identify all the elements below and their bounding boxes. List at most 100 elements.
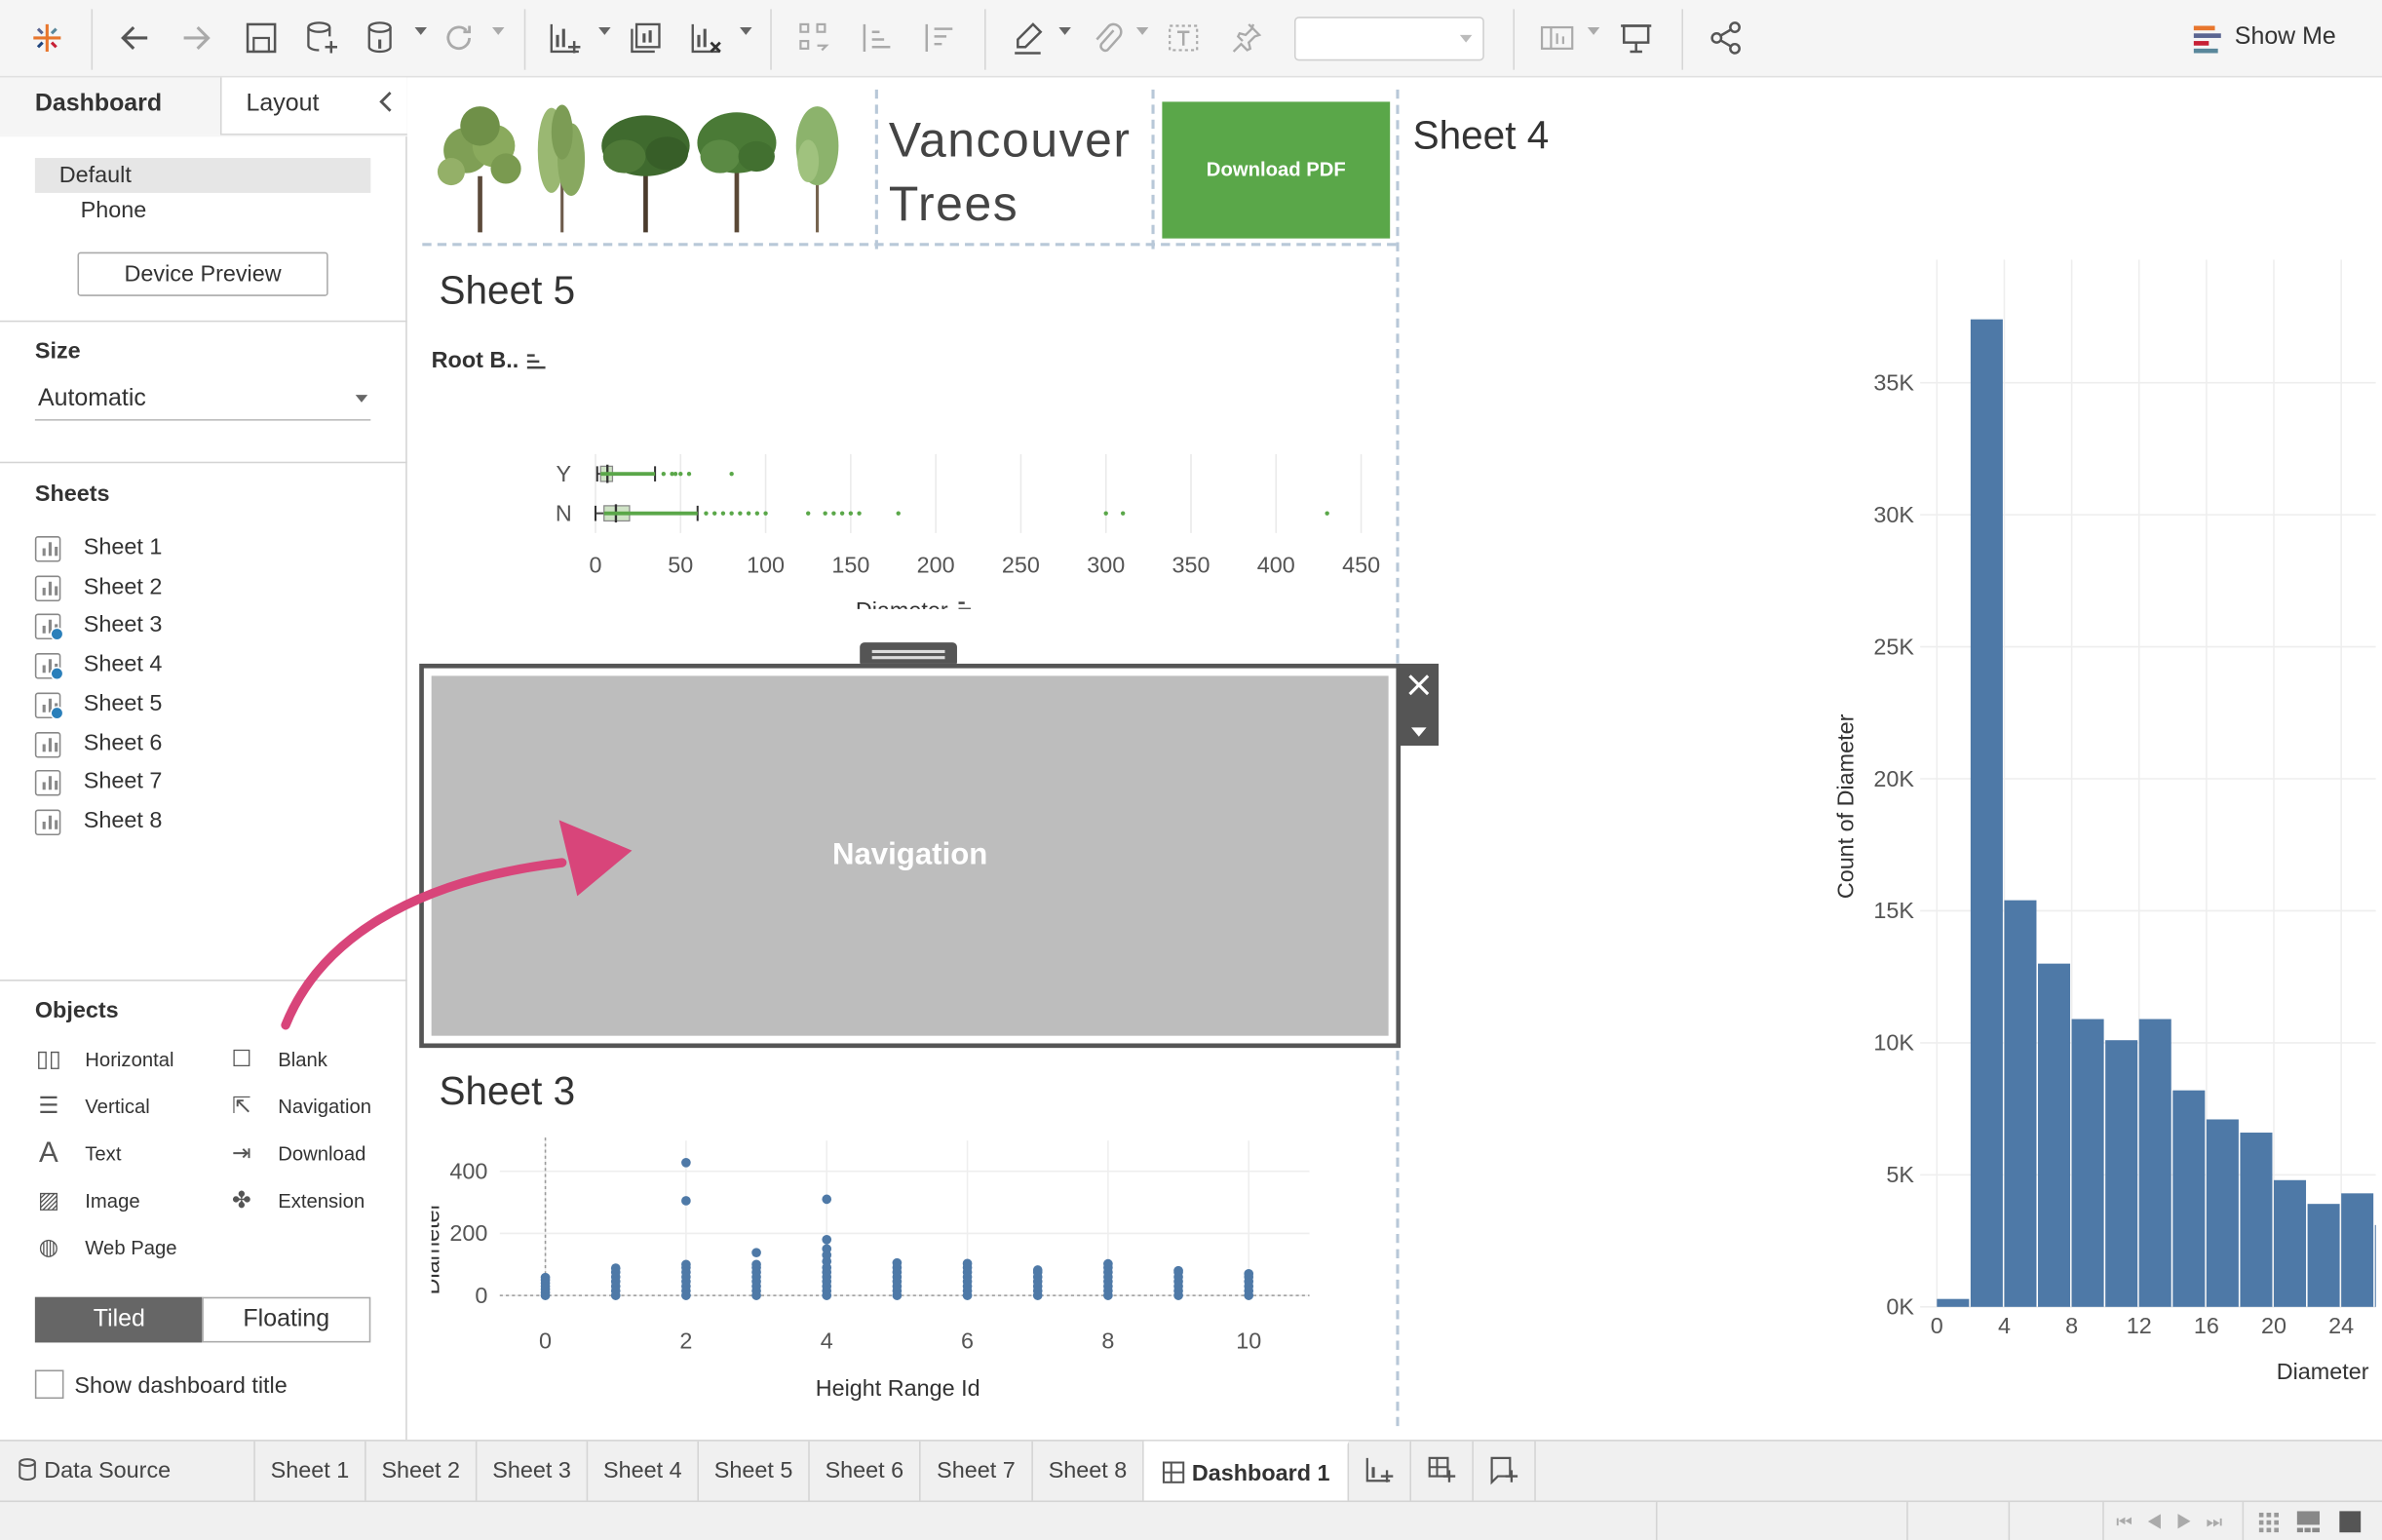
tree-image-4 <box>697 112 777 233</box>
tab-layout[interactable]: Layout <box>221 77 407 135</box>
filmstrip-view-icon[interactable] <box>2258 1512 2280 1533</box>
size-dropdown[interactable]: Automatic <box>34 381 371 421</box>
tab-sheet-3[interactable]: Sheet 3 <box>477 1441 589 1503</box>
new-worksheet-icon[interactable] <box>547 19 583 56</box>
highlight-caret[interactable] <box>1058 27 1071 35</box>
sheet-list-item[interactable]: Sheet 7 <box>34 767 339 800</box>
floating-toggle[interactable]: Floating <box>202 1296 371 1343</box>
object-blank[interactable]: ☐ Blank <box>228 1043 395 1076</box>
sheet-list-item[interactable]: Sheet 3 <box>34 611 339 644</box>
redo-icon[interactable] <box>177 19 213 56</box>
duplicate-sheet-icon[interactable] <box>628 19 664 56</box>
sheet4-bar <box>2341 1193 2374 1307</box>
new-sheet-caret[interactable] <box>598 27 611 35</box>
tree-image-5 <box>795 106 839 233</box>
sheet4-bar <box>2307 1204 2340 1307</box>
sheet-list-item[interactable]: Sheet 5 <box>34 689 339 722</box>
move-handle[interactable] <box>860 642 957 668</box>
tab-dashboard-1-label: Dashboard 1 <box>1191 1460 1330 1487</box>
refresh-dropdown-caret[interactable] <box>492 27 505 35</box>
pause-dropdown-caret[interactable] <box>414 27 427 35</box>
show-cards-icon[interactable] <box>1539 19 1575 56</box>
sheet-list-item[interactable]: Sheet 6 <box>34 728 339 761</box>
object-menu-icon[interactable] <box>1411 718 1427 746</box>
sheet-list-item[interactable]: Sheet 8 <box>34 806 339 839</box>
new-data-source-icon[interactable] <box>304 19 340 56</box>
object-image[interactable]: ▨ Image <box>35 1184 202 1217</box>
remove-object-icon[interactable] <box>1406 673 1431 705</box>
presentation-mode-icon[interactable] <box>1618 19 1654 56</box>
sort-descending-icon[interactable] <box>921 19 957 56</box>
show-mark-labels-icon[interactable] <box>1166 19 1202 56</box>
sheet-navigation-arrows[interactable]: ⏮◀▶⏭ <box>2116 1511 2237 1533</box>
sheet-list-item[interactable]: Sheet 2 <box>34 572 339 605</box>
tab-data-source[interactable]: Data Source <box>0 1441 255 1503</box>
object-text[interactable]: A Text <box>35 1137 202 1171</box>
tab-dashboard[interactable]: Dashboard <box>0 77 222 135</box>
tab-sheet-8[interactable]: Sheet 8 <box>1033 1441 1144 1503</box>
clear-caret[interactable] <box>740 27 752 35</box>
show-cards-caret[interactable] <box>1587 27 1600 35</box>
sheet5-point <box>763 511 768 516</box>
sheet3-point <box>1103 1258 1113 1269</box>
new-worksheet-tab-icon[interactable] <box>1349 1441 1412 1503</box>
sheet5-point <box>746 511 751 516</box>
fit-dropdown[interactable] <box>1293 17 1484 61</box>
show-me-button[interactable]: Show Me <box>2187 19 2354 58</box>
sheet-icon <box>34 731 61 757</box>
device-preview-button[interactable]: Device Preview <box>77 251 328 296</box>
object-extension[interactable]: ✤ Extension <box>228 1184 395 1217</box>
sheet4-x-tick: 20 <box>2261 1313 2286 1338</box>
tab-sheet-6[interactable]: Sheet 6 <box>810 1441 921 1503</box>
object-navigation[interactable]: ⇱ Navigation <box>228 1091 395 1124</box>
sheet4-x-tick: 4 <box>1998 1313 2011 1338</box>
group-caret[interactable] <box>1135 27 1149 35</box>
refresh-icon[interactable] <box>441 19 477 56</box>
sort-ascending-icon[interactable] <box>859 19 895 56</box>
sheet5-x-tick: 200 <box>917 552 955 577</box>
tab-sheet-1[interactable]: Sheet 1 <box>255 1441 366 1503</box>
sheet-list-item[interactable]: Sheet 1 <box>34 533 339 566</box>
swap-rows-columns-icon[interactable] <box>796 19 832 56</box>
pause-updates-icon[interactable] <box>365 19 401 56</box>
sheet-list-item[interactable]: Sheet 4 <box>34 650 339 683</box>
save-icon[interactable] <box>243 19 279 56</box>
new-story-tab-icon[interactable] <box>1474 1441 1536 1503</box>
tiled-toggle[interactable]: Tiled <box>34 1296 204 1343</box>
device-default[interactable]: Default <box>34 158 371 193</box>
tab-sheet-7[interactable]: Sheet 7 <box>921 1441 1033 1503</box>
sheet5-boxplot: YN 0 50 100 150 200 250 300 350 400 450 Diameter <box>556 453 1380 609</box>
sheet3-point <box>1032 1265 1043 1275</box>
dashboard-title-line-1: Vancouver <box>888 112 1132 168</box>
group-members-icon[interactable] <box>1088 19 1124 56</box>
sheet4-bar <box>2274 1179 2307 1307</box>
object-vertical[interactable]: ☰ Vertical <box>35 1091 202 1124</box>
highlight-icon[interactable] <box>1011 19 1047 56</box>
sheet3-scatter: 0 200 400 0 2 4 6 8 10 Diameter Height Range Id <box>432 1137 1310 1401</box>
object-label: Blank <box>278 1048 327 1071</box>
tab-sheet-4[interactable]: Sheet 4 <box>588 1441 699 1503</box>
sheet-sorter-view-icon[interactable] <box>2296 1511 2321 1533</box>
clear-sheet-icon[interactable] <box>688 19 724 56</box>
object-download[interactable]: ⇥ Download <box>228 1137 395 1171</box>
undo-icon[interactable] <box>117 19 153 56</box>
object-horizontal[interactable]: ▯▯ Horizontal <box>35 1043 202 1076</box>
tabs-view-icon[interactable] <box>2339 1511 2362 1533</box>
image-icon: ▨ <box>37 1187 59 1213</box>
new-dashboard-tab-icon[interactable] <box>1411 1441 1474 1503</box>
sort-icon[interactable] <box>525 351 547 378</box>
download-pdf-button[interactable]: Download PDF <box>1162 101 1391 239</box>
share-icon[interactable] <box>1708 19 1744 56</box>
sheet5-row-header-label: Root B.. <box>431 347 519 374</box>
tab-sheet-2[interactable]: Sheet 2 <box>366 1441 478 1503</box>
tab-dashboard-1[interactable]: Dashboard 1 <box>1143 1441 1350 1503</box>
sheet4-title: Sheet 4 <box>1412 112 1550 159</box>
show-title-checkbox[interactable] <box>34 1369 64 1400</box>
object-web-page[interactable]: ◍ Web Page <box>35 1232 202 1265</box>
device-phone[interactable]: Phone <box>35 193 370 228</box>
pin-axes-icon[interactable] <box>1227 19 1263 56</box>
sheet4-y-tick: 0K <box>1886 1294 1914 1320</box>
tab-sheet-5[interactable]: Sheet 5 <box>699 1441 810 1503</box>
collapse-pane-icon[interactable] <box>377 88 396 123</box>
sheet4-bar <box>1937 1298 1970 1307</box>
